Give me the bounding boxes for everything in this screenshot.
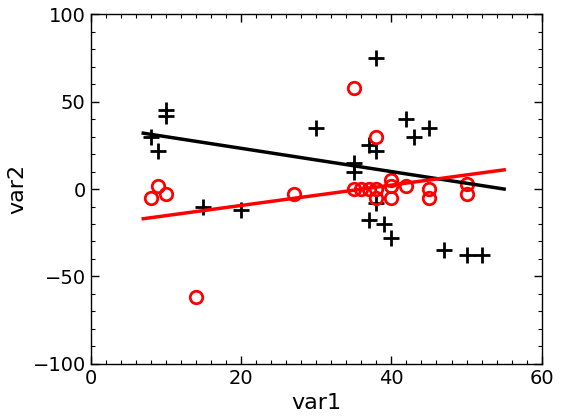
Y-axis label: var2: var2: [7, 164, 27, 214]
X-axis label: var1: var1: [291, 393, 341, 413]
